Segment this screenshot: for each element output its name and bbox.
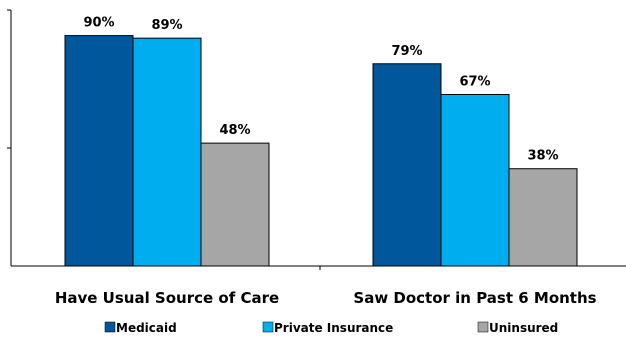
legend-label-medicaid: Medicaid	[116, 321, 177, 335]
value-label-uninsured-saw-doctor: 38%	[527, 149, 558, 164]
value-label-medicaid-saw-doctor: 79%	[391, 44, 422, 59]
bar-medicaid-saw-doctor	[372, 63, 442, 267]
legend-label-uninsured: Uninsured	[489, 321, 558, 335]
legend-swatch-medicaid	[104, 321, 116, 333]
value-label-medicaid-usual-source: 90%	[83, 16, 114, 31]
value-label-private-saw-doctor: 67%	[459, 74, 490, 89]
value-label-uninsured-usual-source: 48%	[219, 123, 250, 138]
bar-private-saw-doctor	[440, 93, 510, 267]
bar-medicaid-usual-source	[64, 35, 134, 267]
bar-uninsured-usual-source	[200, 142, 270, 267]
category-label-saw-doctor: Saw Doctor in Past 6 Months	[353, 289, 596, 307]
category-label-usual-source: Have Usual Source of Care	[55, 289, 279, 307]
legend-swatch-uninsured	[477, 321, 489, 333]
value-label-private-usual-source: 89%	[151, 18, 182, 33]
bar-uninsured-saw-doctor	[508, 168, 578, 267]
legend-swatch-private	[262, 321, 274, 333]
legend-label-private: Private Insurance	[274, 321, 393, 335]
bar-private-usual-source	[132, 37, 202, 267]
